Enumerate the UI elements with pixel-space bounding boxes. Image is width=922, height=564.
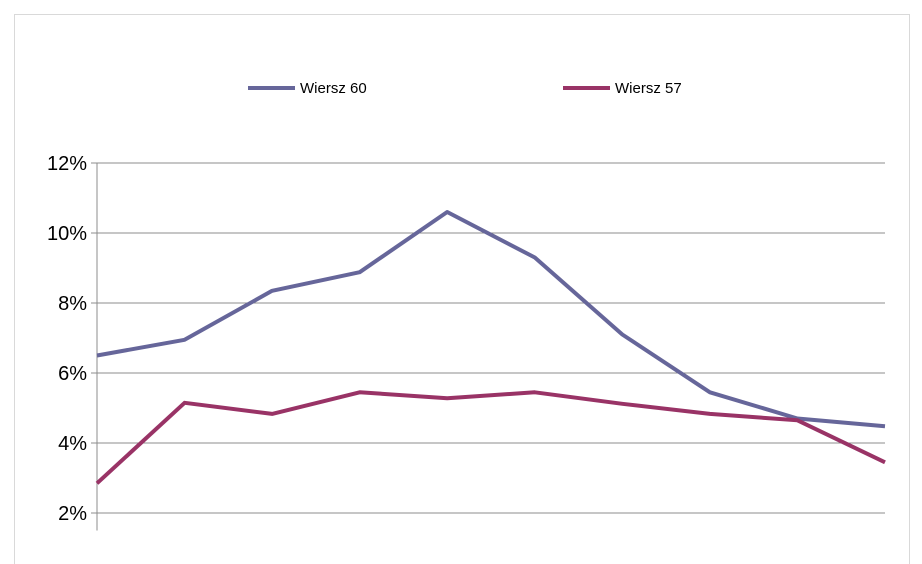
series-2-point: [445, 396, 449, 400]
series-1-point: [183, 338, 187, 342]
chart-area: [14, 14, 910, 564]
series-2-point: [270, 412, 274, 416]
y-tick-label: 8%: [58, 293, 87, 315]
legend-label: Wiersz 60: [300, 80, 367, 97]
y-tick-label: 4%: [58, 433, 87, 455]
series-2-point: [358, 390, 362, 394]
series-2-point: [183, 401, 187, 405]
series-2-point: [883, 460, 887, 464]
series-line-2: [95, 390, 886, 485]
series-line-1: [96, 210, 886, 429]
y-axis: 2% 4% 6% 8% 10% 12%: [47, 153, 98, 531]
series-1-point: [445, 210, 449, 214]
series-2-point: [795, 418, 799, 422]
series-1-point: [620, 333, 624, 337]
series-1-point: [270, 289, 274, 293]
series-1-point: [95, 354, 99, 358]
series-2-point: [95, 481, 99, 485]
line-chart: 2% 4% 6% 8% 10% 12% Wiersz 60 Wiersz 57: [47, 80, 887, 531]
y-tick-label: 6%: [58, 363, 87, 385]
y-tick-label: 2%: [58, 503, 87, 525]
series-2-point: [620, 402, 624, 406]
y-tick-label: 10%: [47, 223, 87, 245]
series-2-point: [708, 412, 712, 416]
series-2-point: [533, 390, 537, 394]
series-1-point: [708, 390, 712, 394]
gridlines: [97, 162, 885, 514]
series-1-point: [358, 270, 362, 274]
series-1-point: [883, 424, 887, 428]
series-1-point: [533, 256, 537, 260]
legend-label: Wiersz 57: [615, 80, 682, 97]
y-tick-label: 12%: [47, 153, 87, 175]
legend: Wiersz 60 Wiersz 57: [248, 80, 682, 97]
series-lines: [95, 210, 887, 485]
